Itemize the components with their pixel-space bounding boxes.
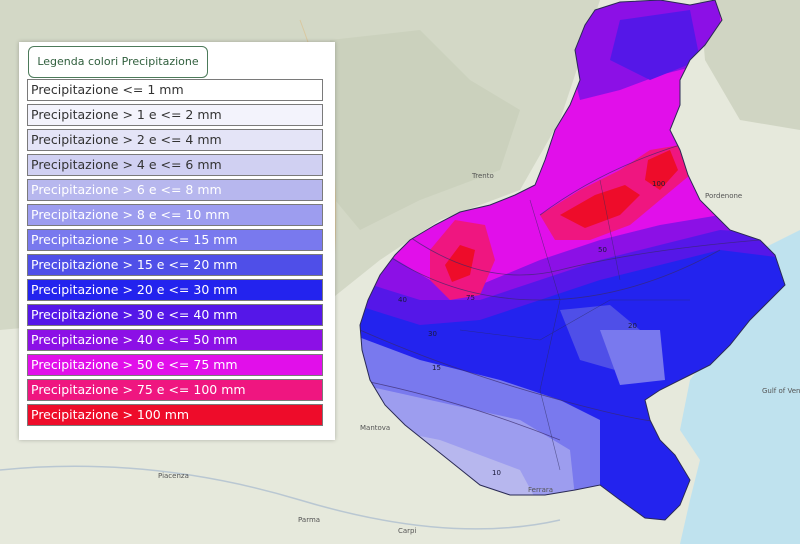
- legend-item: Precipitazione > 8 e <= 10 mm: [27, 204, 323, 226]
- contour-label: 50: [598, 246, 607, 254]
- legend-item: Precipitazione > 6 e <= 8 mm: [27, 179, 323, 201]
- contour-label: 30: [428, 330, 437, 338]
- place-label: Parma: [298, 516, 320, 524]
- contour-label: 15: [432, 364, 441, 372]
- contour-label: 75: [466, 294, 475, 302]
- place-label: Pordenone: [705, 192, 742, 200]
- legend-item: Precipitazione > 30 e <= 40 mm: [27, 304, 323, 326]
- legend-item: Precipitazione > 4 e <= 6 mm: [27, 154, 323, 176]
- legend-item: Precipitazione > 10 e <= 15 mm: [27, 229, 323, 251]
- legend-item: Precipitazione > 50 e <= 75 mm: [27, 354, 323, 376]
- place-labels: Pordenone Gulf of Venice Ferrara Carpi M…: [158, 172, 800, 535]
- contour-labels: 10 15 20 30 40 50 75 100: [398, 180, 665, 477]
- legend-item: Precipitazione > 1 e <= 2 mm: [27, 104, 323, 126]
- place-label: Gulf of Venice: [762, 387, 800, 395]
- legend-item: Precipitazione > 20 e <= 30 mm: [27, 279, 323, 301]
- place-label: Ferrara: [528, 486, 553, 494]
- legend-item: Precipitazione > 2 e <= 4 mm: [27, 129, 323, 151]
- legend-item: Precipitazione > 100 mm: [27, 404, 323, 426]
- legend-item: Precipitazione > 75 e <= 100 mm: [27, 379, 323, 401]
- region-outline: [359, 0, 786, 521]
- legend-title-button[interactable]: Legenda colori Precipitazione: [28, 46, 208, 78]
- relief-area: [330, 30, 520, 230]
- contour-label: 20: [628, 322, 637, 330]
- legend-list: Precipitazione <= 1 mm Precipitazione > …: [27, 79, 323, 429]
- river-line: [0, 465, 561, 530]
- place-label: Piacenza: [158, 472, 189, 480]
- place-label: Mantova: [360, 424, 390, 432]
- relief-area: [700, 0, 800, 130]
- legend-item: Precipitazione > 15 e <= 20 mm: [27, 254, 323, 276]
- place-label: Carpi: [398, 527, 416, 535]
- contour-label: 100: [652, 180, 665, 188]
- legend-item: Precipitazione <= 1 mm: [27, 79, 323, 101]
- contour-label: 40: [398, 296, 407, 304]
- province-borders: [459, 179, 690, 471]
- place-label: Trento: [471, 172, 494, 180]
- legend-item: Precipitazione > 40 e <= 50 mm: [27, 329, 323, 351]
- legend-panel: Legenda colori Precipitazione Precipitaz…: [19, 42, 335, 440]
- contour-label: 10: [492, 469, 501, 477]
